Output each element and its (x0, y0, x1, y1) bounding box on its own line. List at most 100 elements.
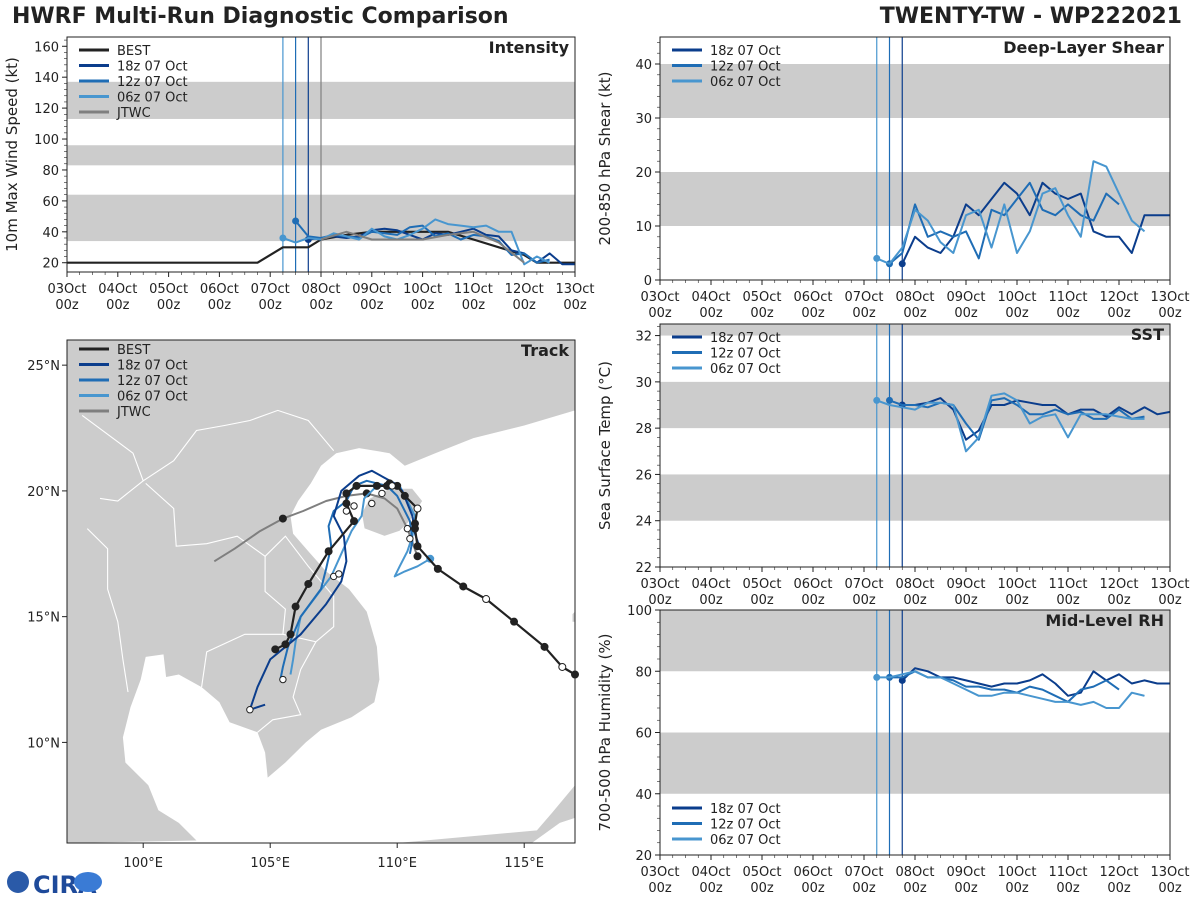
sst-band-2 (660, 324, 1170, 336)
intensity-xtick-label: 11Oct (454, 282, 493, 297)
intensity-xtick-label: 06Oct (200, 282, 239, 297)
intensity-series-06z-07-oct (282, 218, 551, 266)
track-ytick-label: 25°N (27, 359, 60, 374)
intensity-xtick-sublabel: 00z (411, 298, 435, 313)
intensity-xtick-label: 09Oct (352, 282, 391, 297)
sst-xtick-label: 03Oct (640, 577, 679, 592)
sst-title: SST (1131, 325, 1164, 344)
rh-xtick-label: 08Oct (895, 865, 934, 880)
intensity-start-marker-06z-07-oct (279, 234, 287, 242)
rh-xtick-label: 03Oct (640, 865, 679, 880)
sst-series-12z-07-oct (889, 397, 1145, 441)
sst-ytick-label: 28 (635, 422, 652, 437)
intensity-xtick-sublabel: 00z (563, 298, 587, 313)
sst-xtick-label: 05Oct (742, 577, 781, 592)
legend-label-18z-07-oct: 18z 07 Oct (117, 359, 188, 374)
sst-xtick-sublabel: 00z (1107, 593, 1131, 608)
rh-ylabel: 700-500 hPa Humidity (%) (596, 633, 614, 831)
sst-start-marker-12z-07-oct (886, 396, 893, 404)
sst-xtick-label: 10Oct (997, 577, 1036, 592)
shear-xtick-sublabel: 00z (903, 306, 927, 321)
intensity-ytick-label: 140 (34, 71, 59, 86)
rh-xtick-sublabel: 00z (852, 881, 876, 896)
track-point-best (291, 602, 300, 611)
track-point-hollow (406, 534, 414, 543)
sst-xtick-label: 11Oct (1048, 577, 1087, 592)
legend-label-best: BEST (117, 44, 150, 59)
sst-ytick-label: 26 (635, 468, 652, 483)
track-border-1 (145, 482, 286, 688)
sst-xtick-label: 04Oct (691, 577, 730, 592)
shear-start-marker-18z-07-oct (898, 260, 906, 268)
track-point-best (410, 519, 419, 528)
shear-series-12z-07-oct (888, 181, 1120, 265)
intensity-start-marker-12z-07-oct (292, 217, 300, 225)
shear-xtick-sublabel: 00z (1107, 306, 1131, 321)
sst-xtick-sublabel: 00z (954, 593, 978, 608)
track-series-12z-07-oct (279, 479, 414, 680)
intensity-xtick-sublabel: 00z (106, 298, 130, 313)
shear-xtick-label: 11Oct (1048, 290, 1087, 305)
shear-xtick-sublabel: 00z (1158, 306, 1182, 321)
legend-label-18z-07-oct: 18z 07 Oct (710, 331, 781, 346)
track-point-best (372, 481, 381, 490)
shear-ytick-label: 10 (635, 220, 652, 235)
track-point-hollow (342, 507, 351, 515)
intensity-xtick-sublabel: 00z (55, 298, 79, 313)
rh-band-1 (660, 610, 1170, 672)
sst-start-marker-06z-07-oct (873, 396, 881, 404)
track-point-best (350, 517, 359, 526)
shear-xtick-sublabel: 00z (648, 306, 672, 321)
track-point-best (433, 564, 442, 573)
rh-series-18z-07-oct (901, 667, 1170, 697)
rh-xtick-sublabel: 00z (750, 881, 774, 896)
sst-ytick-label: 24 (635, 515, 652, 530)
legend-label-12z-07-oct: 12z 07 Oct (117, 75, 188, 90)
intensity-xtick-label: 05Oct (149, 282, 188, 297)
shear-xtick-label: 13Oct (1150, 290, 1189, 305)
shear-xtick-label: 06Oct (793, 290, 832, 305)
shear-xtick-sublabel: 00z (801, 306, 825, 321)
rh-xtick-sublabel: 00z (1005, 881, 1029, 896)
rh-xtick-sublabel: 00z (699, 881, 723, 896)
shear-ytick-label: 30 (635, 112, 652, 127)
track-point-best (558, 662, 567, 671)
legend-label-best: BEST (117, 343, 150, 358)
track-point-best (352, 481, 361, 490)
shear-xtick-sublabel: 00z (1056, 306, 1080, 321)
shear-xtick-label: 05Oct (742, 290, 781, 305)
track-point-best (342, 499, 351, 508)
intensity-series-jtwc (320, 230, 525, 264)
shear-start-marker-06z-07-oct (873, 254, 881, 262)
legend-label-jtwc: JTWC (116, 405, 151, 420)
sst-xtick-sublabel: 00z (750, 593, 774, 608)
intensity-ytick-label: 100 (34, 133, 59, 148)
sst-xtick-sublabel: 00z (852, 593, 876, 608)
shear-xtick-label: 07Oct (844, 290, 883, 305)
track-xtick-label: 110°E (377, 856, 417, 871)
sst-xtick-label: 12Oct (1099, 577, 1138, 592)
shear-series-06z-07-oct (876, 160, 1146, 265)
track-series-jtwc (213, 492, 419, 563)
intensity-xtick-sublabel: 00z (513, 298, 537, 313)
sst-xtick-sublabel: 00z (903, 593, 927, 608)
track-point-hollow (335, 570, 343, 578)
rh-start-marker-18z-07-oct (898, 676, 906, 684)
intensity-chart: 2040608010012014016003Oct00z04Oct00z05Oc… (3, 36, 595, 313)
intensity-xtick-label: 07Oct (251, 282, 290, 297)
intensity-xtick-sublabel: 00z (360, 298, 384, 313)
legend-label-06z-07-oct: 06z 07 Oct (710, 75, 781, 90)
rh-ytick-label: 60 (635, 727, 652, 742)
shear-series-18z-07-oct (901, 181, 1170, 265)
sst-xtick-label: 08Oct (895, 577, 934, 592)
intensity-ylabel: 10m Max Wind Speed (kt) (3, 57, 21, 252)
rh-xtick-sublabel: 00z (648, 881, 672, 896)
rh-xtick-label: 05Oct (742, 865, 781, 880)
shear-xtick-sublabel: 00z (852, 306, 876, 321)
rh-xtick-label: 07Oct (844, 865, 883, 880)
track-ytick-label: 15°N (27, 611, 60, 626)
rh-band-0 (660, 732, 1170, 794)
legend-label-06z-07-oct: 06z 07 Oct (710, 362, 781, 377)
rh-xtick-sublabel: 00z (801, 881, 825, 896)
